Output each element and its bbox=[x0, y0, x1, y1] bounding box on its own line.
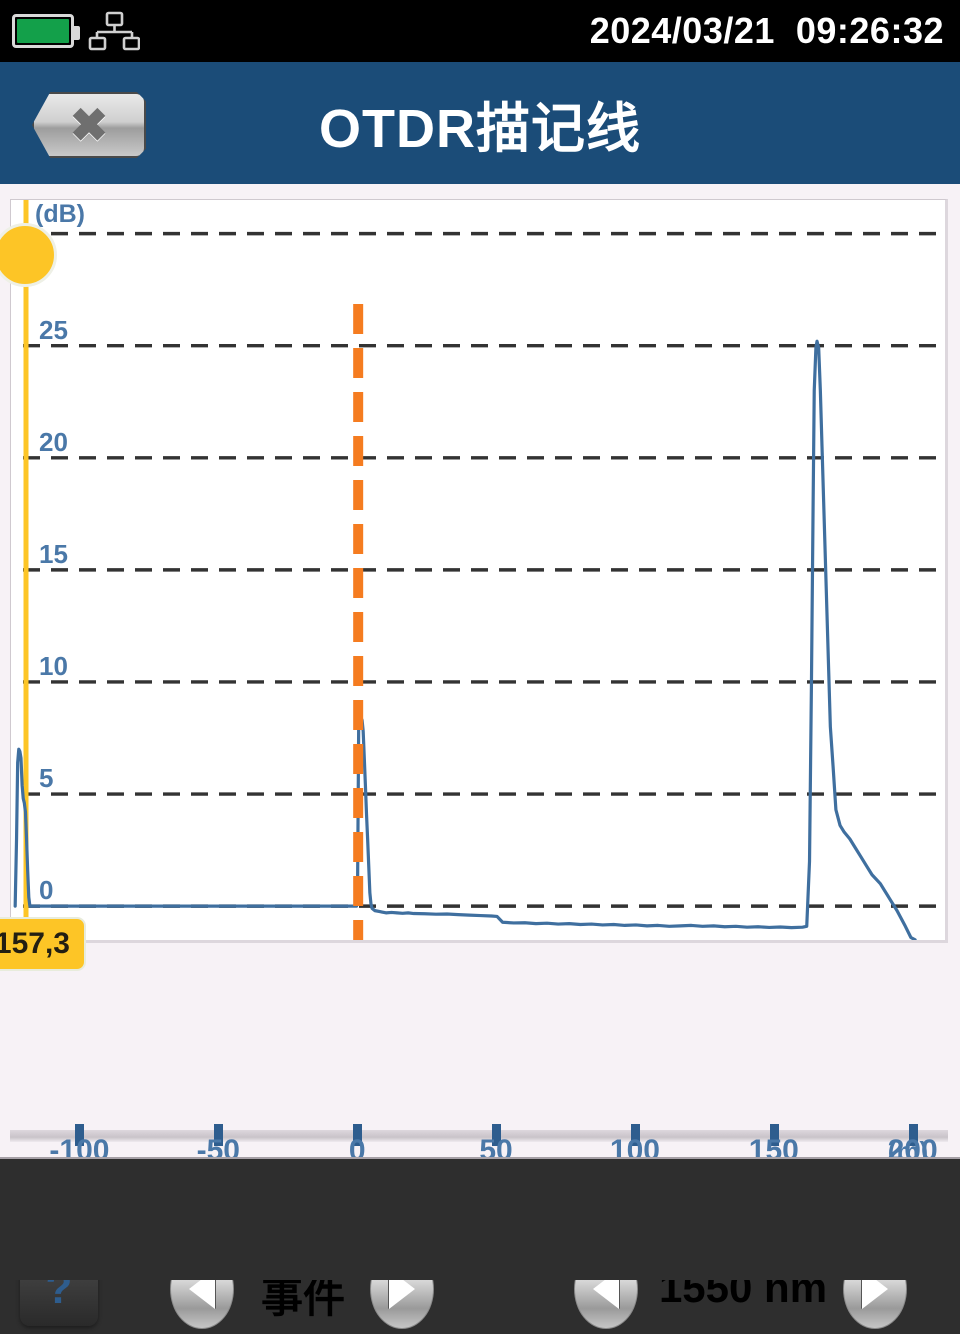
marker-value-tag: 157,3 bbox=[0, 917, 86, 971]
x-axis-bar bbox=[10, 1130, 948, 1142]
close-button[interactable]: ✖ bbox=[32, 92, 146, 158]
status-icon-group bbox=[12, 11, 140, 51]
y-axis-unit-label: (dB) bbox=[35, 200, 85, 229]
page-title: OTDR描记线 bbox=[319, 98, 641, 159]
y-axis-tick-label: 20 bbox=[39, 426, 68, 457]
status-bar: 2024/03/21 09:26:32 bbox=[0, 0, 960, 62]
x-axis-tick bbox=[492, 1124, 502, 1146]
x-axis-tick bbox=[75, 1124, 85, 1146]
footer-bar bbox=[0, 1157, 960, 1280]
trace-plot-svg bbox=[13, 200, 943, 940]
y-axis-tick-label: 10 bbox=[39, 650, 68, 681]
x-axis-tick bbox=[353, 1124, 363, 1146]
battery-full-icon bbox=[12, 14, 80, 48]
close-icon: ✖ bbox=[69, 99, 109, 151]
y-axis-tick-label: 5 bbox=[39, 763, 54, 794]
title-bar: OTDR描记线 bbox=[0, 62, 960, 184]
trace-curve bbox=[13, 339, 917, 940]
y-axis-tick-label: 0 bbox=[39, 875, 54, 906]
otdr-trace-chart[interactable]: (dB) 0 5 10 15 20 25 bbox=[10, 199, 948, 943]
level-marker-handle[interactable] bbox=[0, 223, 57, 288]
x-axis-tick bbox=[630, 1124, 640, 1146]
x-axis-tick bbox=[908, 1124, 918, 1146]
y-axis-tick-label: 25 bbox=[39, 314, 68, 345]
lan-network-icon bbox=[88, 11, 140, 51]
main-content: (dB) 0 5 10 15 20 25 157,3 -100 -50 0 50 100 150 20… bbox=[0, 184, 960, 1329]
battery-fill bbox=[17, 19, 69, 43]
chart-gridlines bbox=[23, 231, 943, 908]
y-axis-tick-label: 15 bbox=[39, 538, 68, 569]
x-axis-tick bbox=[769, 1124, 779, 1146]
status-datetime: 2024/03/21 09:26:32 bbox=[589, 10, 944, 51]
x-axis-tick bbox=[214, 1124, 224, 1146]
